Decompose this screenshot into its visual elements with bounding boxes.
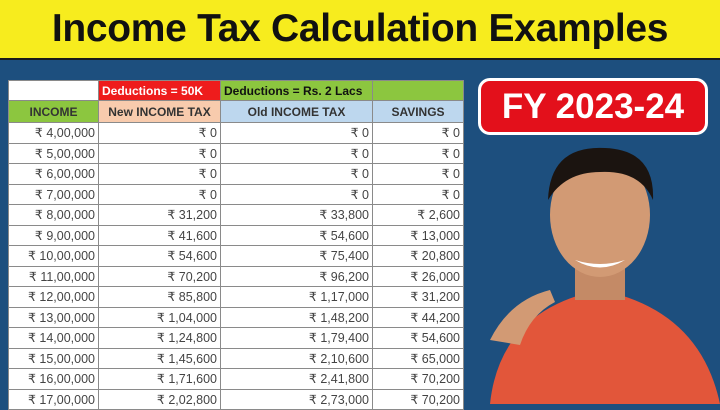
income-cell: ₹ 6,00,000: [8, 163, 99, 185]
table-row: ₹ 16,00,000 ₹ 1,71,600 ₹ 2,41,800 ₹ 70,200: [8, 368, 464, 390]
savings-cell: ₹ 44,200: [372, 306, 464, 328]
new-tax-cell: ₹ 0: [98, 122, 221, 144]
old-tax-cell: ₹ 33,800: [220, 204, 373, 226]
header-income: INCOME: [8, 100, 99, 123]
new-tax-cell: ₹ 1,45,600: [98, 347, 221, 369]
new-tax-cell: ₹ 2,02,800: [98, 388, 221, 410]
savings-cell: ₹ 0: [372, 142, 464, 164]
old-tax-cell: ₹ 2,41,800: [220, 368, 373, 390]
new-tax-cell: ₹ 41,600: [98, 224, 221, 246]
new-tax-cell: ₹ 0: [98, 183, 221, 205]
old-tax-cell: ₹ 1,48,200: [220, 306, 373, 328]
presenter-image: [490, 147, 720, 404]
savings-cell: ₹ 26,000: [372, 265, 464, 287]
income-cell: ₹ 7,00,000: [8, 183, 99, 205]
table-row: ₹ 8,00,000 ₹ 31,200 ₹ 33,800 ₹ 2,600: [8, 204, 464, 226]
table-row: ₹ 4,00,000 ₹ 0 ₹ 0 ₹ 0: [8, 122, 464, 144]
savings-cell: ₹ 0: [372, 163, 464, 185]
new-tax-cell: ₹ 0: [98, 163, 221, 185]
income-cell: ₹ 10,00,000: [8, 245, 99, 267]
old-tax-cell: ₹ 75,400: [220, 245, 373, 267]
new-tax-cell: ₹ 54,600: [98, 245, 221, 267]
blank-green-cell: [372, 80, 464, 101]
old-tax-cell: ₹ 1,79,400: [220, 327, 373, 349]
table-row: ₹ 17,00,000 ₹ 2,02,800 ₹ 2,73,000 ₹ 70,200: [8, 388, 464, 410]
old-tax-cell: ₹ 0: [220, 122, 373, 144]
header-old-tax: Old INCOME TAX: [220, 100, 373, 123]
fy-badge: FY 2023-24: [478, 78, 708, 135]
face: [550, 153, 650, 277]
old-tax-cell: ₹ 2,10,600: [220, 347, 373, 369]
old-tax-cell: ₹ 1,17,000: [220, 286, 373, 308]
income-cell: ₹ 8,00,000: [8, 204, 99, 226]
savings-cell: ₹ 20,800: [372, 245, 464, 267]
table-row: ₹ 15,00,000 ₹ 1,45,600 ₹ 2,10,600 ₹ 65,000: [8, 347, 464, 369]
savings-cell: ₹ 70,200: [372, 368, 464, 390]
header-new-tax: New INCOME TAX: [98, 100, 221, 123]
old-tax-cell: ₹ 0: [220, 183, 373, 205]
income-cell: ₹ 16,00,000: [8, 368, 99, 390]
new-tax-cell: ₹ 31,200: [98, 204, 221, 226]
smile: [575, 260, 625, 268]
header-savings: SAVINGS: [372, 100, 464, 123]
income-cell: ₹ 12,00,000: [8, 286, 99, 308]
fy-label: FY 2023-24: [501, 86, 685, 126]
table-row: ₹ 9,00,000 ₹ 41,600 ₹ 54,600 ₹ 13,000: [8, 224, 464, 246]
old-tax-cell: ₹ 0: [220, 142, 373, 164]
income-cell: ₹ 17,00,000: [8, 388, 99, 410]
table-row: ₹ 11,00,000 ₹ 70,200 ₹ 96,200 ₹ 26,000: [8, 265, 464, 287]
income-cell: ₹ 4,00,000: [8, 122, 99, 144]
table-row: ₹ 12,00,000 ₹ 85,800 ₹ 1,17,000 ₹ 31,200: [8, 286, 464, 308]
table-row: ₹ 13,00,000 ₹ 1,04,000 ₹ 1,48,200 ₹ 44,200: [8, 306, 464, 328]
blank-cell: [8, 80, 99, 101]
savings-cell: ₹ 65,000: [372, 347, 464, 369]
income-cell: ₹ 13,00,000: [8, 306, 99, 328]
savings-cell: ₹ 54,600: [372, 327, 464, 349]
shirt: [490, 290, 720, 404]
deduction-new-label: Deductions = 50K: [98, 80, 221, 101]
savings-cell: ₹ 31,200: [372, 286, 464, 308]
income-cell: ₹ 15,00,000: [8, 347, 99, 369]
table-row: ₹ 10,00,000 ₹ 54,600 ₹ 75,400 ₹ 20,800: [8, 245, 464, 267]
savings-cell: ₹ 0: [372, 183, 464, 205]
old-tax-cell: ₹ 0: [220, 163, 373, 185]
savings-cell: ₹ 0: [372, 122, 464, 144]
new-tax-cell: ₹ 1,04,000: [98, 306, 221, 328]
new-tax-cell: ₹ 1,71,600: [98, 368, 221, 390]
new-tax-cell: ₹ 0: [98, 142, 221, 164]
table-row: ₹ 6,00,000 ₹ 0 ₹ 0 ₹ 0: [8, 163, 464, 185]
title-banner: Income Tax Calculation Examples: [0, 0, 720, 60]
table-row: ₹ 14,00,000 ₹ 1,24,800 ₹ 1,79,400 ₹ 54,600: [8, 327, 464, 349]
income-cell: ₹ 14,00,000: [8, 327, 99, 349]
table-row: ₹ 5,00,000 ₹ 0 ₹ 0 ₹ 0: [8, 142, 464, 164]
new-tax-cell: ₹ 70,200: [98, 265, 221, 287]
deduction-old-label: Deductions = Rs. 2 Lacs: [220, 80, 373, 101]
savings-cell: ₹ 13,000: [372, 224, 464, 246]
old-tax-cell: ₹ 96,200: [220, 265, 373, 287]
pointing-hand: [490, 290, 555, 345]
table-row: ₹ 7,00,000 ₹ 0 ₹ 0 ₹ 0: [8, 183, 464, 205]
savings-cell: ₹ 2,600: [372, 204, 464, 226]
income-cell: ₹ 9,00,000: [8, 224, 99, 246]
hair: [548, 147, 654, 200]
title: Income Tax Calculation Examples: [51, 7, 669, 50]
income-cell: ₹ 11,00,000: [8, 265, 99, 287]
savings-cell: ₹ 70,200: [372, 388, 464, 410]
old-tax-cell: ₹ 2,73,000: [220, 388, 373, 410]
new-tax-cell: ₹ 1,24,800: [98, 327, 221, 349]
income-cell: ₹ 5,00,000: [8, 142, 99, 164]
tax-table: Deductions = 50K Deductions = Rs. 2 Lacs…: [8, 80, 464, 410]
old-tax-cell: ₹ 54,600: [220, 224, 373, 246]
new-tax-cell: ₹ 85,800: [98, 286, 221, 308]
